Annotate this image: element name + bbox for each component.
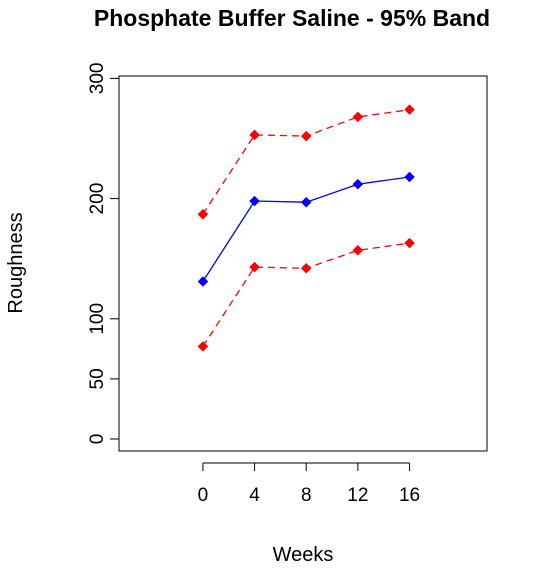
x-axis: 0 4 8 12 16 xyxy=(198,462,420,506)
data-point-lower xyxy=(197,341,209,352)
series-upper xyxy=(197,104,415,220)
series-mean xyxy=(197,171,415,287)
data-point-mean xyxy=(404,171,415,183)
y-tick-label: 200 xyxy=(87,183,108,215)
x-axis-label: Weeks xyxy=(273,544,334,566)
data-point-lower xyxy=(352,244,364,256)
data-point-mean xyxy=(352,178,364,190)
x-tick-label: 8 xyxy=(301,485,312,506)
data-point-mean xyxy=(197,276,209,287)
data-point-upper xyxy=(197,208,209,220)
data-point-upper xyxy=(249,129,260,141)
series-line-lower xyxy=(202,242,410,347)
plot-frame xyxy=(118,75,488,452)
x-tick-label: 0 xyxy=(198,485,209,506)
data-point-upper xyxy=(352,111,364,123)
data-point-upper xyxy=(404,104,415,116)
x-tick-label: 16 xyxy=(399,485,420,506)
series-layer xyxy=(197,104,415,352)
data-point-mean xyxy=(249,195,260,207)
x-tick-label: 12 xyxy=(347,485,368,506)
y-axis-label: Roughness xyxy=(5,212,27,313)
y-tick-label: 100 xyxy=(87,303,108,335)
series-lower xyxy=(197,237,415,352)
chart-title: Phosphate Buffer Saline - 95% Band xyxy=(94,5,490,31)
data-point-lower xyxy=(249,261,260,273)
y-axis: 0 50 100 200 300 xyxy=(87,63,119,445)
y-tick-label: 50 xyxy=(87,368,108,389)
y-tick-label: 0 xyxy=(87,434,108,445)
x-tick-label: 4 xyxy=(249,485,260,506)
data-point-mean xyxy=(300,196,312,208)
data-point-upper xyxy=(300,130,312,142)
y-tick-label: 300 xyxy=(87,63,108,95)
data-point-lower xyxy=(300,262,312,274)
data-point-lower xyxy=(404,237,415,249)
